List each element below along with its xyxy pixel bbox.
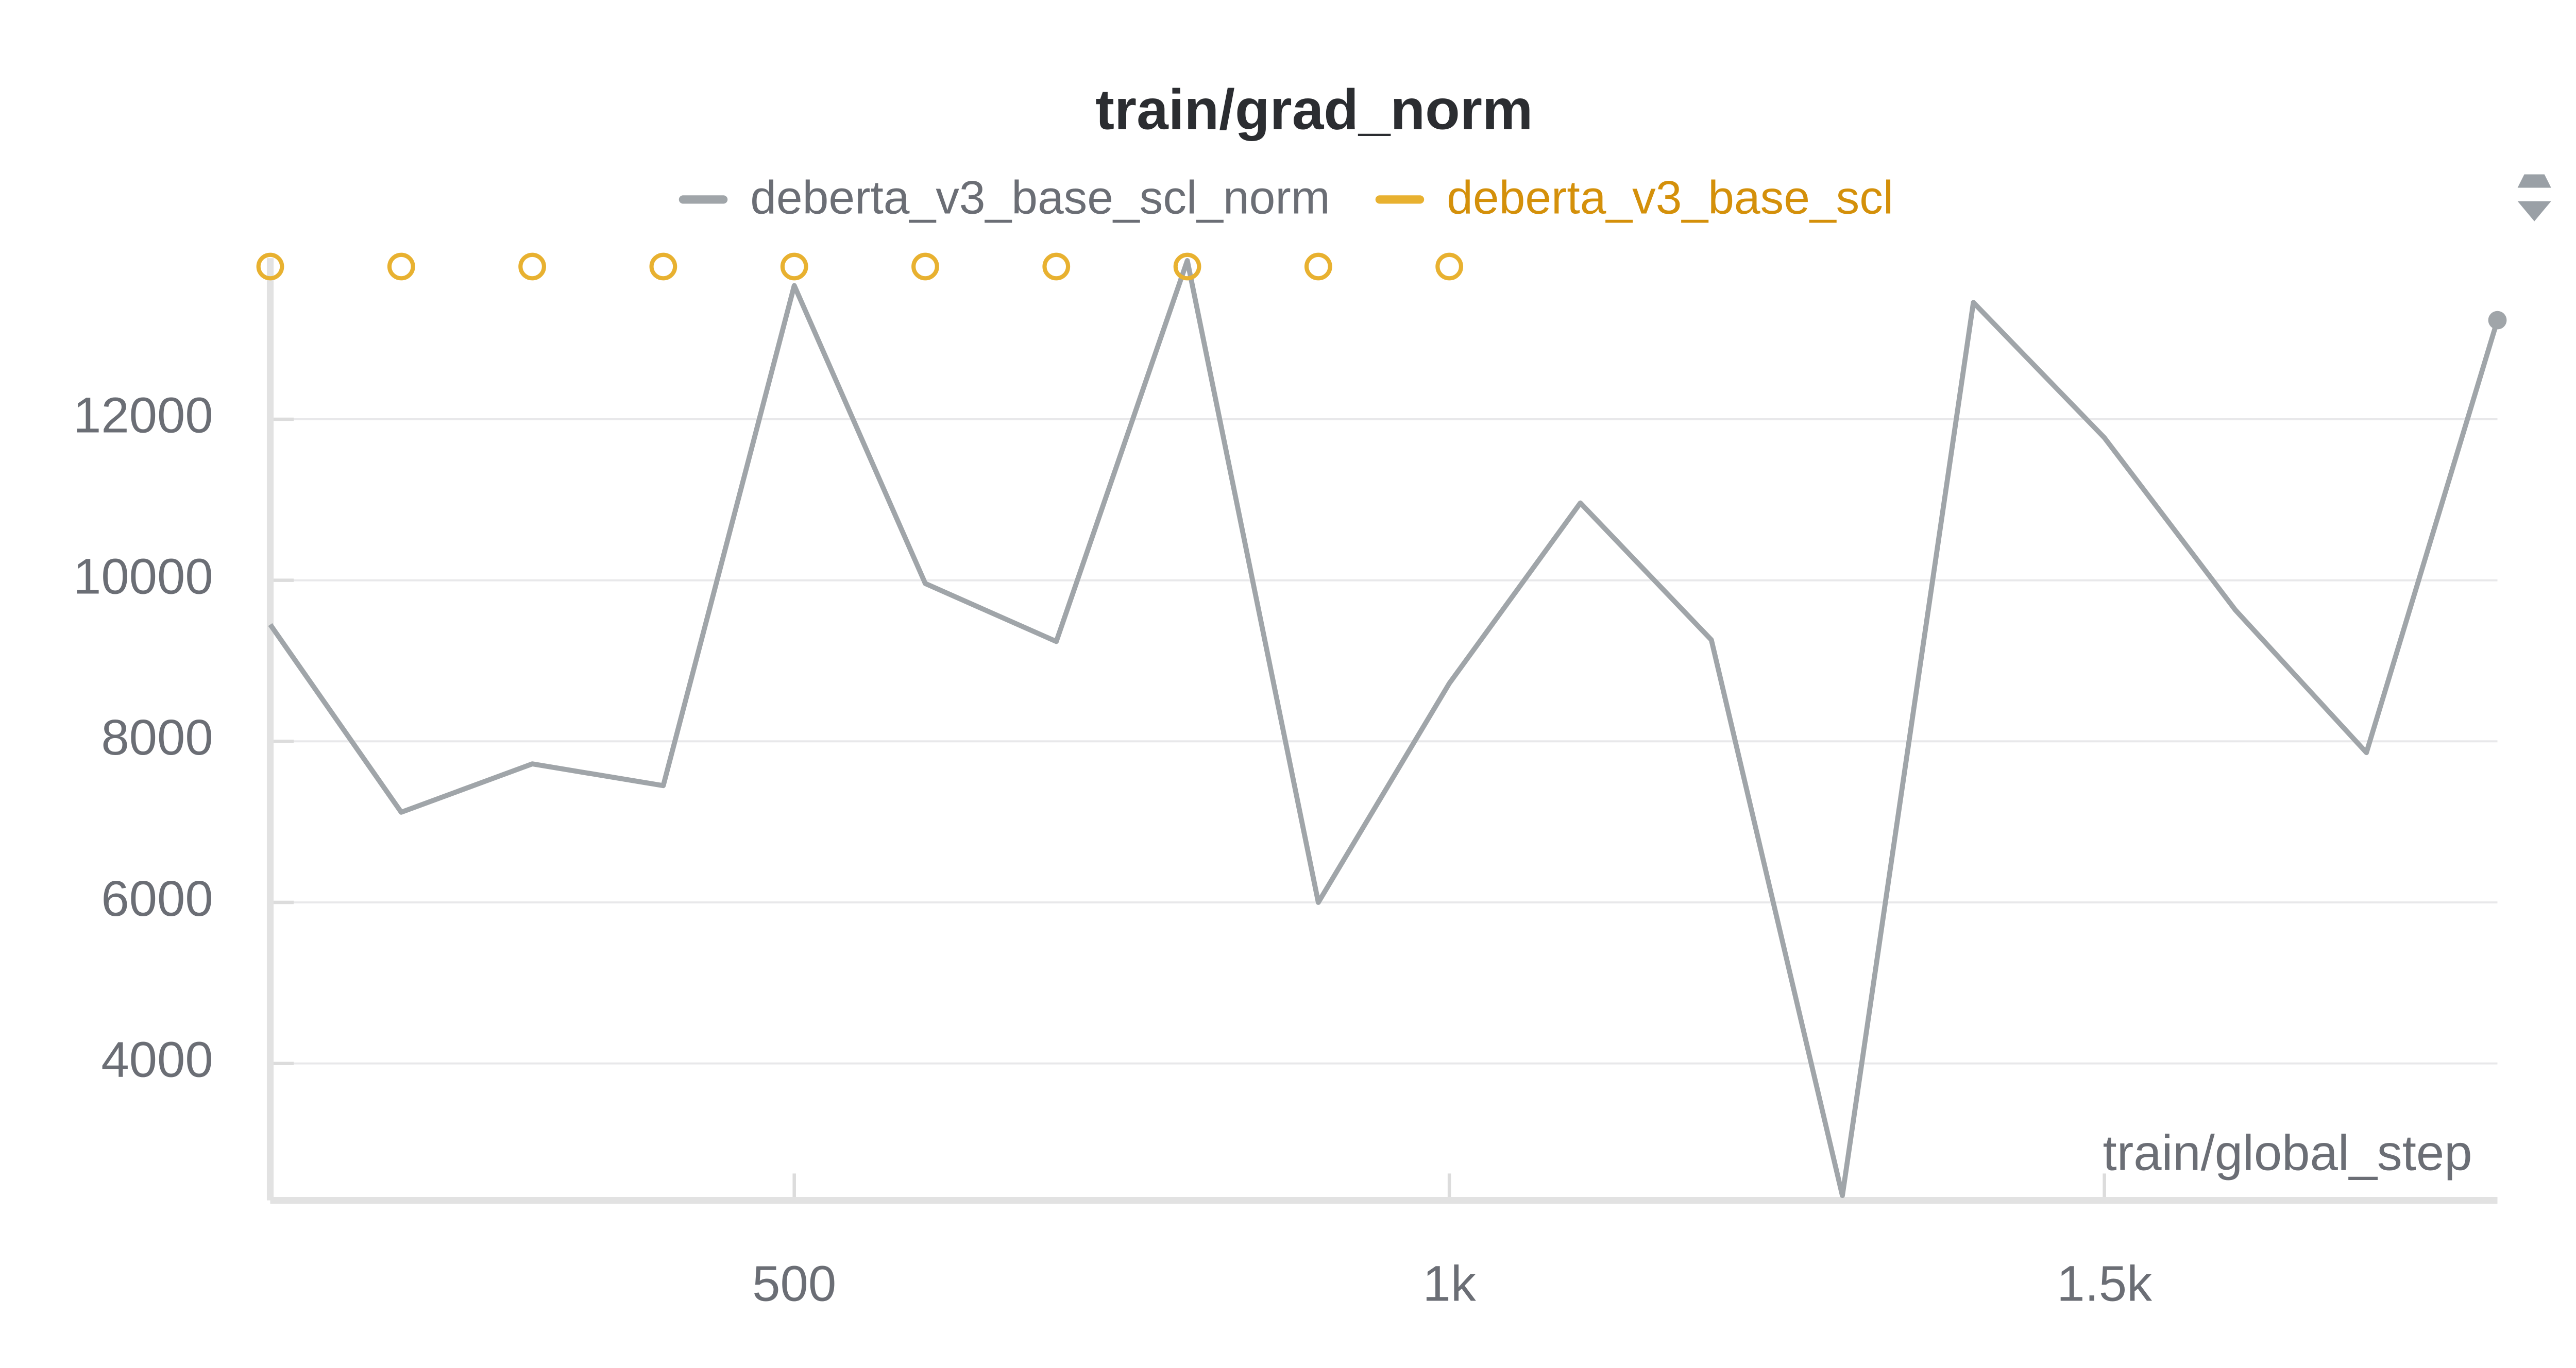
nan-marker (518, 252, 546, 281)
nan-marker (1042, 252, 1071, 281)
nan-marker (1173, 252, 1201, 281)
nan-marker (1304, 252, 1332, 281)
x-axis-label: train/global_step (2103, 1125, 2472, 1181)
y-tick-label: 8000 (101, 709, 213, 765)
y-tick-label: 4000 (101, 1032, 213, 1088)
x-tick-label: 1k (1423, 1256, 1476, 1312)
x-tick-label: 1.5k (2057, 1256, 2152, 1312)
menu-icon[interactable] (2517, 174, 2551, 221)
nan-marker (911, 252, 939, 281)
chart-title: train/grad_norm (1095, 78, 1533, 142)
y-tick-label: 6000 (101, 870, 213, 927)
series-line (268, 258, 2500, 1199)
menu-icon-up[interactable] (2517, 174, 2551, 188)
nan-marker (256, 252, 284, 281)
nan-marker (1435, 252, 1464, 281)
legend-label: deberta_v3_base_scl_norm (750, 172, 1330, 224)
nan-marker (649, 252, 677, 281)
menu-icon-down[interactable] (2517, 201, 2551, 221)
legend-label: deberta_v3_base_scl (1447, 172, 1893, 224)
nan-marker (780, 252, 808, 281)
nan-marker (387, 252, 415, 281)
y-tick-label: 10000 (73, 548, 213, 604)
end-point (2488, 311, 2507, 330)
y-tick-label: 12000 (73, 387, 213, 443)
x-tick-label: 500 (752, 1256, 836, 1312)
